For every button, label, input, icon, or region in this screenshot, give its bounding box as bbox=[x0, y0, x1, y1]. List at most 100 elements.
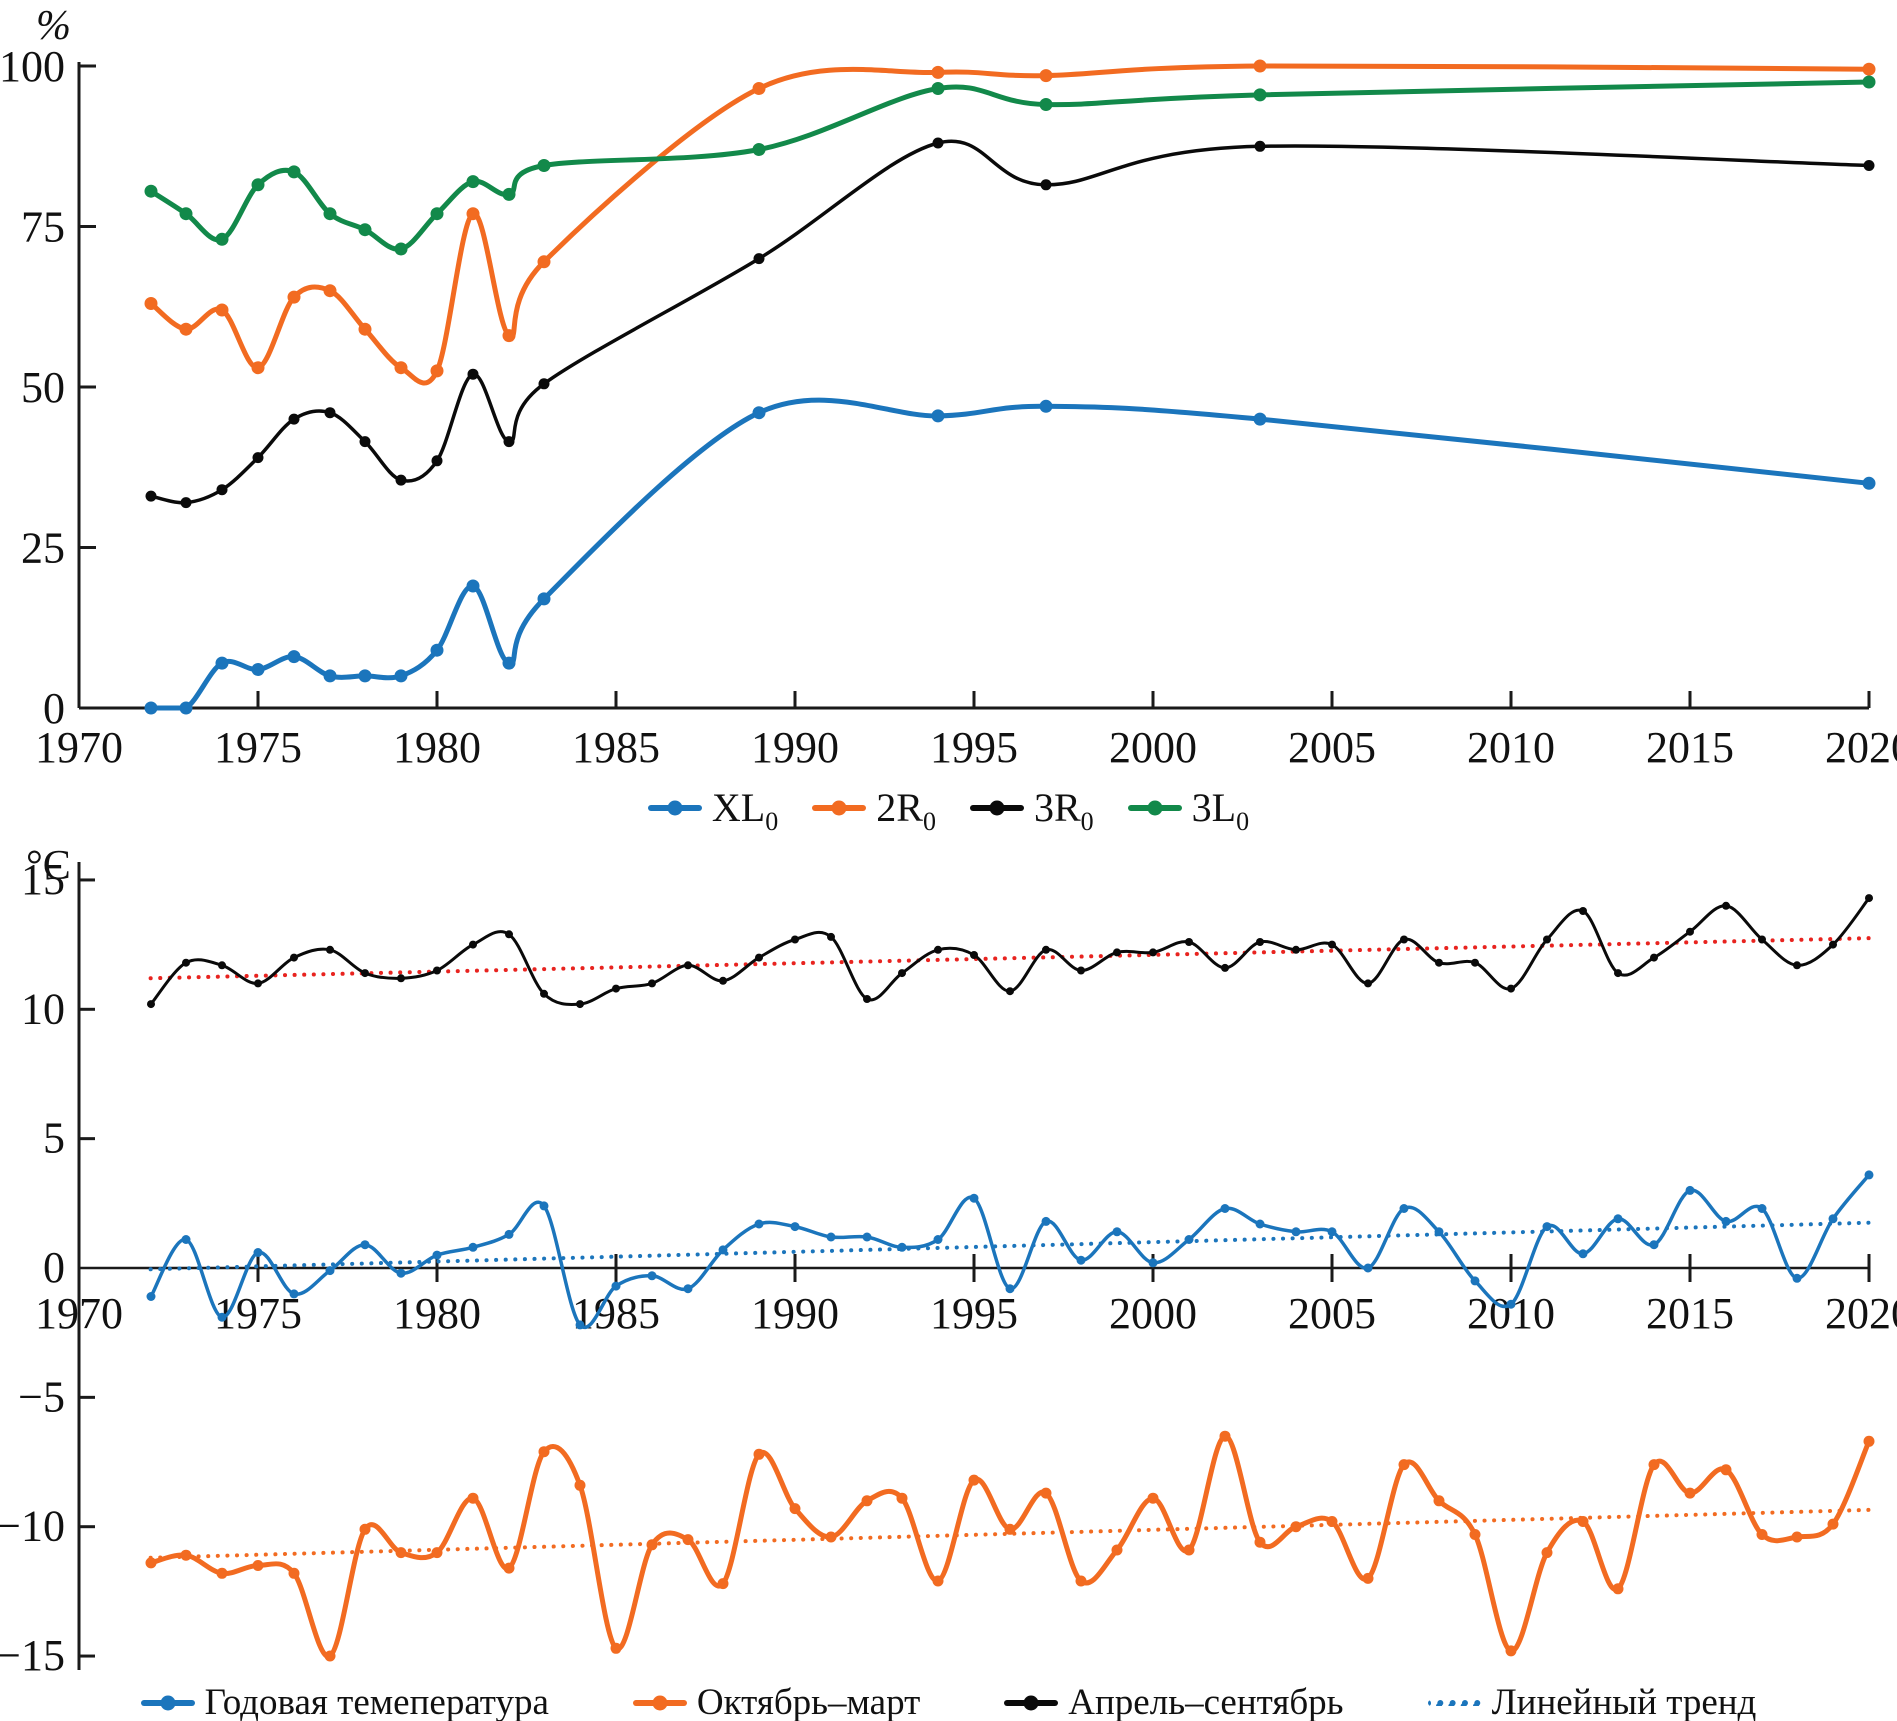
series-Годовая темепература-point bbox=[504, 1229, 514, 1239]
series-Годовая темепература-point bbox=[790, 1222, 800, 1232]
series-XL0-point bbox=[394, 669, 408, 683]
series-Октябрь–март-point bbox=[1791, 1531, 1803, 1543]
legend-label: Октябрь–март bbox=[696, 1682, 921, 1721]
series-XL0-point bbox=[1253, 412, 1267, 426]
series-Апрель–сентябрь-point bbox=[1507, 984, 1515, 993]
x-tick-label: 2000 bbox=[1109, 1289, 1197, 1338]
series-3R0-point bbox=[395, 474, 407, 486]
series-3L0-point bbox=[179, 207, 193, 221]
series-Октябрь–март-point bbox=[1756, 1529, 1768, 1540]
trend-line bbox=[148, 936, 1871, 981]
legend-item-xl0: XL0 bbox=[647, 788, 778, 835]
3l0-line-swatch bbox=[1127, 800, 1182, 816]
series-XL0-line bbox=[148, 397, 1872, 711]
y-tick-label: 5 bbox=[43, 1114, 65, 1163]
series-Октябрь–март-point bbox=[1827, 1518, 1839, 1530]
series-Октябрь–март-point bbox=[825, 1531, 837, 1543]
series-Апрель–сентябрь-point bbox=[1543, 935, 1551, 944]
series-Апрель–сентябрь-point bbox=[1221, 963, 1229, 972]
series-2R0-point bbox=[466, 207, 480, 221]
series-3L0-point bbox=[215, 232, 229, 246]
series-Апрель–сентябрь-point bbox=[648, 979, 656, 988]
x-tick-label: 1975 bbox=[214, 723, 302, 772]
october-march-marker-dot bbox=[652, 1695, 668, 1710]
series-3L0-point bbox=[1862, 75, 1876, 89]
series-3R0-line bbox=[149, 139, 1871, 505]
series-Апрель–сентябрь-point bbox=[898, 969, 906, 978]
x-tick-label: 2000 bbox=[1109, 723, 1197, 772]
series-3R0-point bbox=[180, 497, 192, 509]
series-Апрель–сентябрь-point bbox=[863, 995, 871, 1003]
series-3R0-point bbox=[1863, 160, 1875, 171]
y-tick-label: 25 bbox=[21, 524, 65, 573]
x-tick-label: 2010 bbox=[1467, 723, 1555, 772]
series-Октябрь–март-point bbox=[1183, 1544, 1195, 1556]
series-Годовая темепература-point bbox=[432, 1250, 442, 1260]
series-Годовая темепература-point bbox=[1363, 1263, 1373, 1273]
series-3L0-point bbox=[1253, 88, 1267, 102]
series-3L0-point bbox=[1039, 98, 1053, 111]
series-Годовая темепература-point bbox=[1327, 1227, 1337, 1237]
series-Годовая темепература-point bbox=[1255, 1219, 1265, 1229]
series-XL0-point bbox=[287, 650, 301, 664]
x-tick-label: 1980 bbox=[393, 1289, 481, 1338]
bottom-legend: Годовая темепература Октябрь–март Апрель… bbox=[0, 1684, 1897, 1721]
series-Апрель–сентябрь-point bbox=[433, 966, 441, 975]
x-tick-label: 2020 bbox=[1825, 723, 1897, 772]
series-Апрель–сентябрь-point bbox=[1758, 935, 1766, 944]
series-Годовая темепература-point bbox=[826, 1232, 836, 1242]
series-XL0-point bbox=[144, 701, 158, 715]
series-Годовая темепература-point bbox=[1005, 1284, 1015, 1294]
series-3R0-point bbox=[1254, 140, 1266, 152]
series-Годовая темепература-point bbox=[1076, 1255, 1086, 1265]
series-Апрель–сентябрь-point bbox=[1364, 979, 1372, 988]
x-tick-label: 1995 bbox=[930, 1289, 1018, 1338]
series-3R0-point bbox=[324, 407, 336, 419]
series-Октябрь–март-point bbox=[1326, 1516, 1338, 1527]
x-tick-label: 2015 bbox=[1646, 723, 1734, 772]
series-2R0-point bbox=[1253, 59, 1267, 73]
series-2R0-point bbox=[394, 361, 408, 375]
series-XL0-point bbox=[430, 643, 444, 657]
series-Октябрь–март-point bbox=[1290, 1521, 1302, 1533]
y-tick-label: −5 bbox=[18, 1372, 65, 1421]
series-Апрель–сентябрь-point bbox=[1400, 935, 1408, 944]
y-tick-label: 0 bbox=[43, 684, 65, 733]
series-Годовая темепература-point bbox=[754, 1219, 764, 1229]
series-Годовая темепература-point bbox=[1470, 1276, 1480, 1286]
x-tick-label: 1970 bbox=[35, 723, 123, 772]
series-Годовая темепература-point bbox=[1757, 1204, 1767, 1213]
series-Апрель–сентябрь-point bbox=[290, 953, 298, 962]
series-2R0-point bbox=[752, 82, 766, 95]
series-Апрель–сентябрь-point bbox=[827, 932, 835, 941]
series-Апрель–сентябрь-point bbox=[612, 984, 620, 993]
y-tick-label: 100 bbox=[0, 42, 65, 91]
series-2R0-point bbox=[287, 290, 301, 304]
series-Годовая темепература-point bbox=[683, 1284, 693, 1294]
x-tick-label: 2005 bbox=[1288, 723, 1376, 772]
series-Годовая темепература-point bbox=[1041, 1216, 1051, 1226]
series-2R0-point bbox=[144, 297, 158, 310]
series-Годовая темепература-point bbox=[969, 1193, 979, 1203]
april-september-line-swatch bbox=[1004, 1695, 1059, 1710]
x-tick-label: 1990 bbox=[751, 1289, 839, 1338]
series-Октябрь–март-point bbox=[180, 1549, 192, 1561]
series-Апрель–сентябрь-point bbox=[719, 976, 727, 985]
series-3R0-point bbox=[431, 455, 443, 467]
series-Апрель–сентябрь-point bbox=[1113, 948, 1121, 957]
3l0-marker-dot bbox=[1147, 800, 1163, 816]
series-Годовая темепература-point bbox=[718, 1245, 728, 1255]
series-Годовая темепература-point bbox=[575, 1320, 585, 1330]
series-Апрель–сентябрь-point bbox=[254, 979, 262, 988]
series-Апрель–сентябрь-point bbox=[1865, 894, 1873, 903]
series-XL0-point bbox=[323, 669, 337, 683]
series-Апрель–сентябрь-point bbox=[218, 961, 226, 970]
series-Апрель–сентябрь-point bbox=[505, 930, 513, 939]
series-3L0-point bbox=[752, 143, 766, 156]
series-3L0-point bbox=[931, 82, 945, 95]
3r0-marker-dot bbox=[989, 800, 1005, 816]
series-Октябрь–март-point bbox=[646, 1539, 658, 1551]
y-tick-label: 0 bbox=[43, 1243, 65, 1292]
y-tick-label: 15 bbox=[21, 855, 65, 904]
legend-label: 2R0 bbox=[876, 785, 936, 836]
